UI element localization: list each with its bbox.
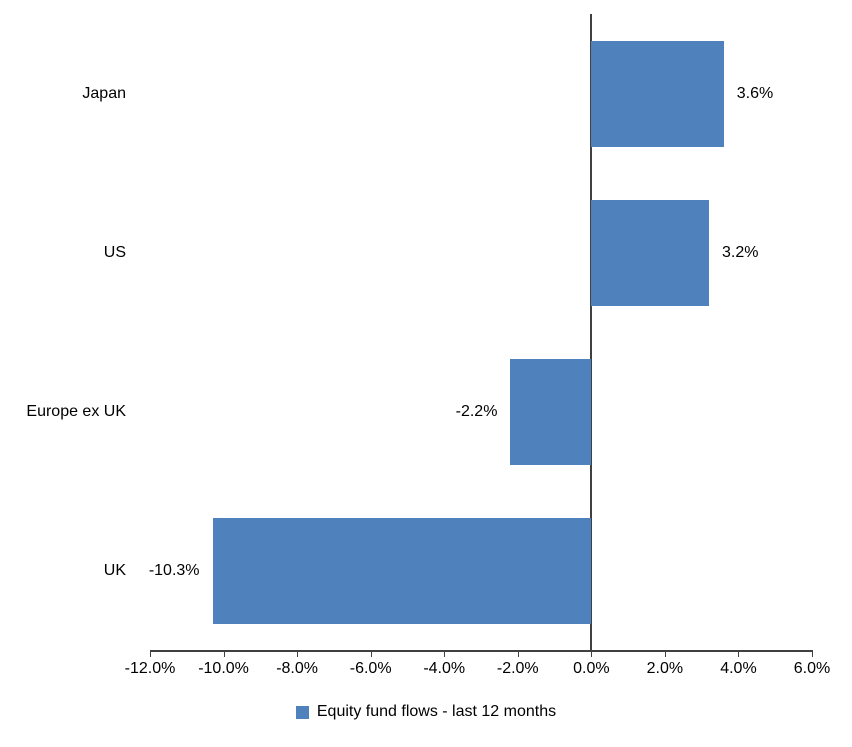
x-axis-tick-label: 2.0%	[646, 660, 684, 677]
zero-axis-line	[590, 14, 593, 650]
category-label-japan: Japan	[82, 84, 126, 102]
x-axis-tick-label: 4.0%	[720, 660, 757, 677]
x-axis-tick	[297, 650, 299, 657]
x-axis-tick	[150, 650, 151, 657]
x-axis-tick	[812, 650, 813, 657]
legend-marker-icon	[295, 705, 309, 719]
x-axis-tick	[444, 650, 446, 657]
x-axis-tick	[370, 650, 372, 657]
x-axis-tick	[664, 650, 666, 657]
x-axis-tick-label: 0.0%	[573, 660, 610, 677]
category-label-uk: UK	[103, 561, 126, 579]
legend-label: Equity fund flows - last 12 months	[316, 703, 557, 720]
category-label-europe-ex-uk: Europe ex UK	[26, 402, 126, 420]
x-axis-line	[150, 650, 812, 652]
x-axis-tick	[517, 650, 519, 657]
x-axis-tick-label: -10.0%	[198, 660, 249, 677]
bar-us	[591, 199, 710, 306]
x-axis-tick-label: -6.0%	[349, 660, 392, 677]
category-label-us: US	[103, 243, 126, 261]
x-axis-tick-label: 6.0%	[793, 660, 831, 677]
x-axis-tick	[738, 650, 740, 657]
data-label-japan: 3.6%	[736, 84, 774, 102]
data-label-uk: -10.3%	[148, 561, 200, 579]
legend: Equity fund flows - last 12 months	[0, 703, 852, 721]
bar-japan	[591, 40, 724, 147]
x-axis-tick-label: -2.0%	[496, 660, 539, 677]
data-label-us: 3.2%	[722, 243, 759, 261]
x-axis-tick	[591, 650, 593, 657]
x-axis-tick-label: -12.0%	[124, 660, 176, 677]
x-axis-tick-label: -8.0%	[276, 660, 318, 677]
x-axis-tick	[223, 650, 225, 657]
x-axis-tick-label: -4.0%	[423, 660, 466, 677]
data-label-europe-ex-uk: -2.2%	[455, 402, 498, 420]
bar-europe-ex-uk	[510, 358, 592, 465]
bar-uk	[212, 517, 592, 624]
